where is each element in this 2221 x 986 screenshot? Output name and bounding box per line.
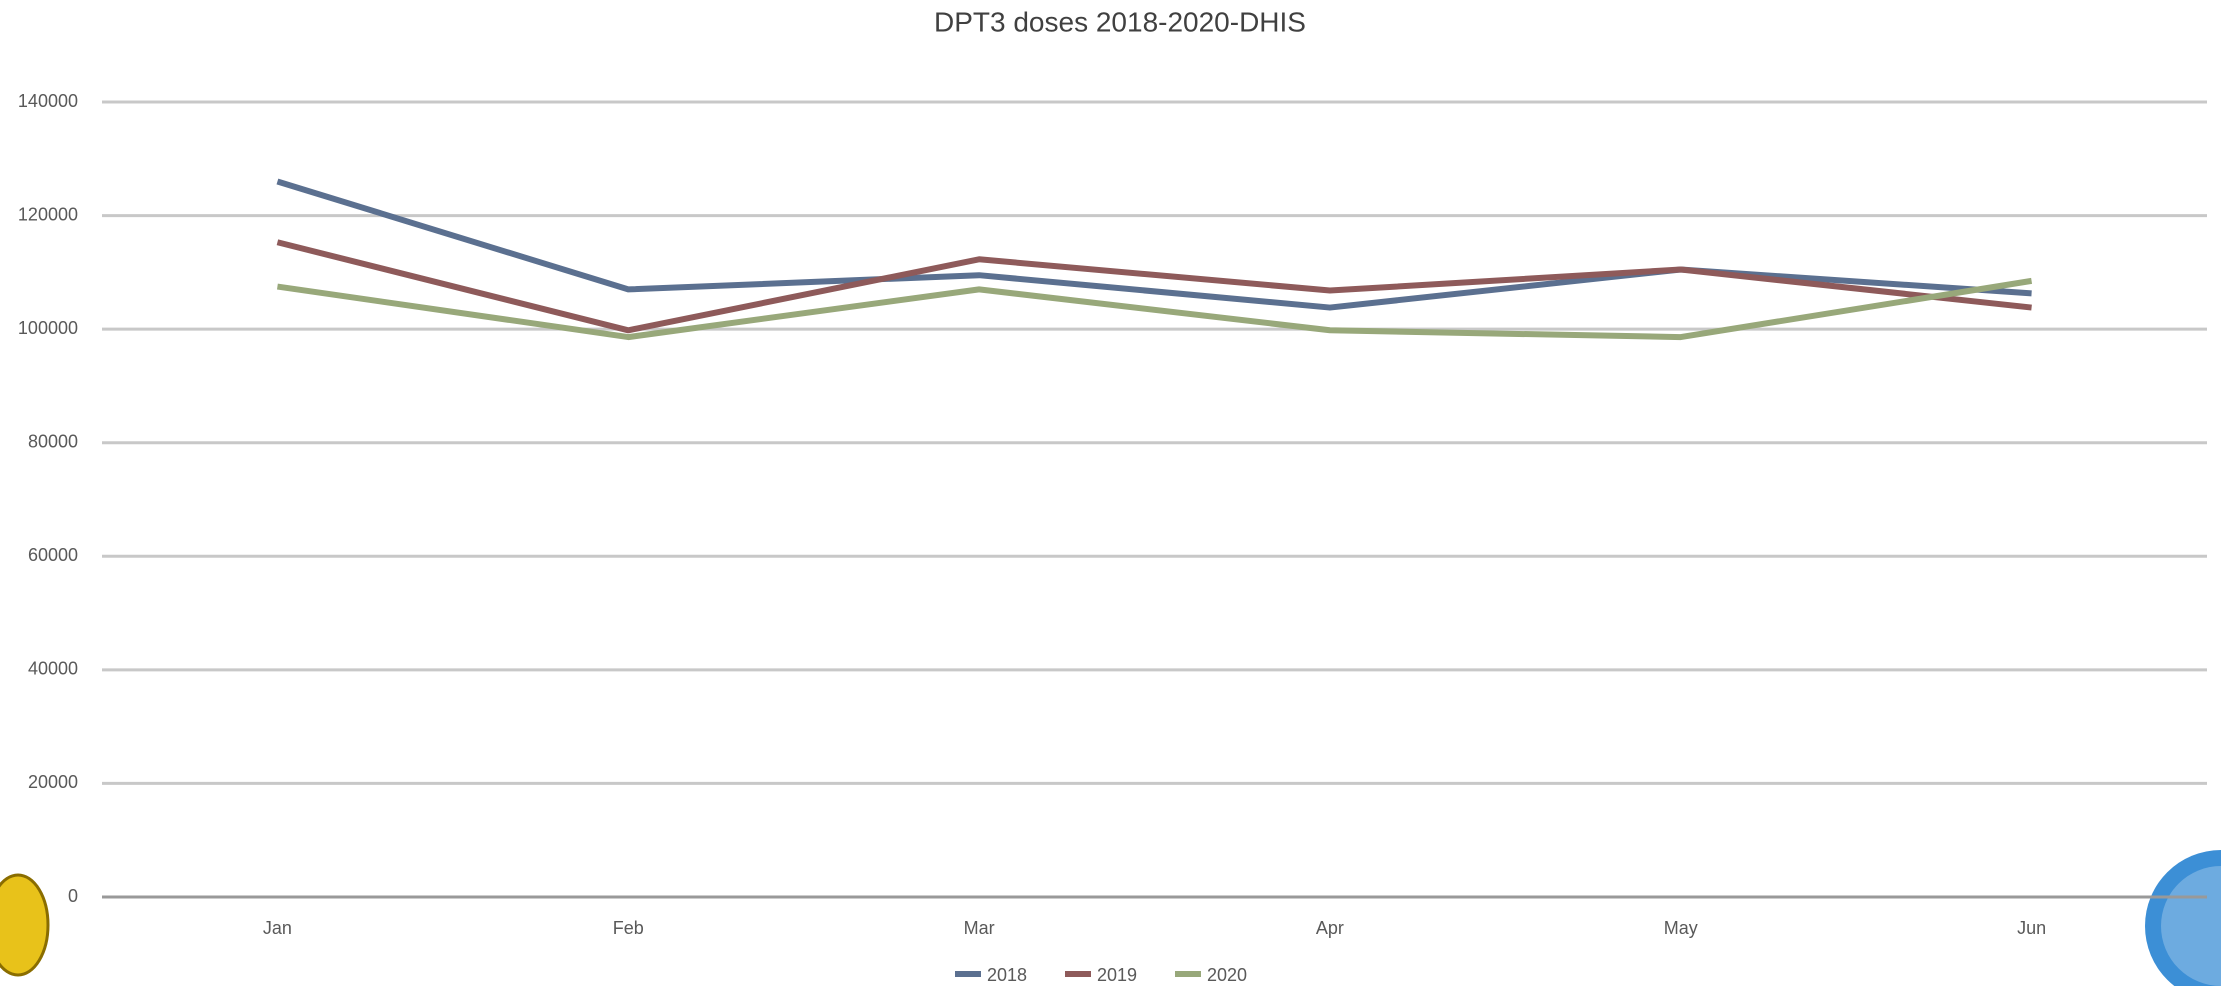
line-series xyxy=(276,277,2033,341)
line-series xyxy=(276,239,2032,334)
y-tick-label: 60000 xyxy=(28,545,78,565)
y-tick-label: 80000 xyxy=(28,431,78,451)
legend-label: 2019 xyxy=(1097,965,1137,985)
legend-label: 2020 xyxy=(1207,965,1247,985)
legend-label: 2018 xyxy=(987,965,1027,985)
line-series xyxy=(276,178,2032,311)
y-tick-label: 140000 xyxy=(18,91,78,111)
x-tick-label: Mar xyxy=(964,918,995,938)
y-tick-label: 100000 xyxy=(18,318,78,338)
x-tick-label: May xyxy=(1664,918,1698,938)
x-tick-label: Apr xyxy=(1316,918,1344,938)
x-tick-label: Jan xyxy=(263,918,292,938)
logo-right xyxy=(2145,850,2221,986)
x-tick-label: Jun xyxy=(2017,918,2046,938)
x-tick-label: Feb xyxy=(613,918,644,938)
y-tick-label: 120000 xyxy=(18,204,78,224)
logo-left xyxy=(0,873,50,977)
y-tick-label: 20000 xyxy=(28,772,78,792)
y-tick-label: 0 xyxy=(68,886,78,906)
chart-title: DPT3 doses 2018-2020-DHIS xyxy=(934,6,1306,37)
y-tick-label: 40000 xyxy=(28,659,78,679)
